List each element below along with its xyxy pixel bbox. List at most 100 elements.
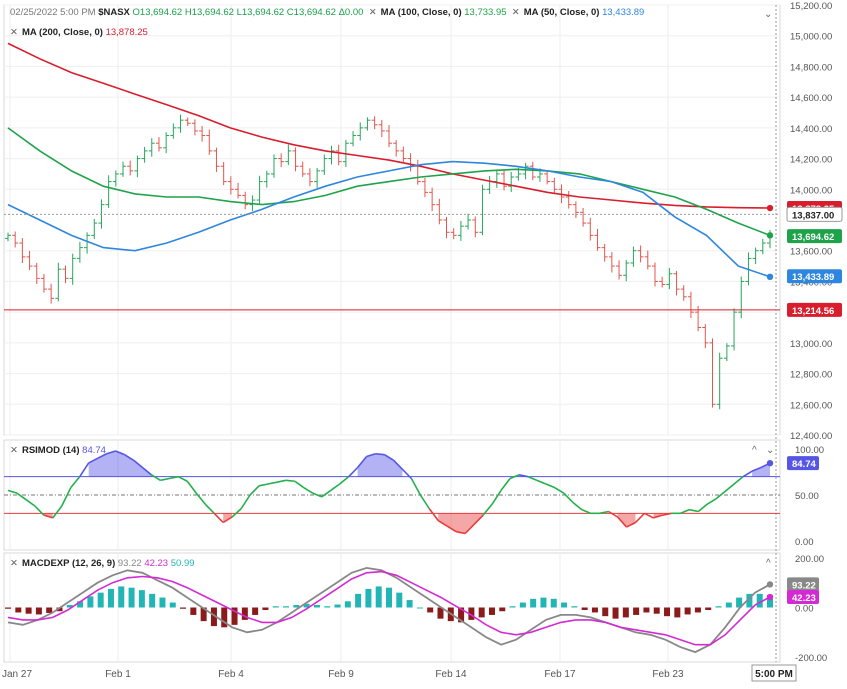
rsi-line-segment — [240, 494, 251, 510]
macd-histogram-bar — [571, 606, 578, 608]
macd-histogram-bar — [509, 606, 516, 608]
macd-histogram-bar — [746, 593, 753, 608]
rsi-line-segment — [456, 530, 466, 535]
macd-signal-line — [7, 570, 771, 646]
price-pane-collapse-chevron-icon[interactable]: ⌄ — [764, 9, 773, 20]
x-axis-tick-label: 5:00 PM — [755, 669, 793, 680]
rsi-line-segment — [132, 459, 143, 469]
macd-pane-up-chevron-icon[interactable]: ^ — [766, 558, 771, 569]
y-axis-tick-label: 13,000.00 — [790, 339, 832, 350]
rsi-line-segment — [491, 489, 502, 505]
price-tag-box — [787, 269, 842, 284]
macd-histogram-bar — [355, 593, 362, 608]
macd-histogram-bar — [56, 607, 63, 612]
remove-ma100-icon[interactable]: ✕ — [368, 7, 377, 18]
rsi-value-tag-label: 84.74 — [792, 459, 816, 470]
legend-symbol: $NASX — [98, 7, 130, 18]
legend-date: 02/25/2022 5:00 PM — [10, 7, 96, 18]
rsi-legend: ✕ RSIMOD (14) 84.74 — [10, 445, 106, 456]
x-axis-tick-label: Feb 17 — [544, 669, 576, 680]
macd-histogram-bar — [622, 607, 629, 618]
macd-histogram-bar — [272, 606, 279, 608]
macd-histogram-bar — [324, 606, 331, 608]
price-pane-frame — [3, 4, 781, 436]
rsi-y-tick-label: 100.00 — [795, 445, 824, 456]
macd-value-tag-label: 93.22 — [792, 580, 816, 591]
rsi-line-segment — [124, 453, 134, 461]
macd-histogram-bar — [540, 597, 547, 608]
macd-histogram-bar — [303, 603, 310, 608]
macd-histogram-bar — [149, 593, 156, 608]
ma50-line — [7, 160, 771, 278]
rsi-line-segment — [375, 452, 385, 456]
rsi-line-segment — [509, 474, 520, 480]
rsi-line-segment — [312, 492, 323, 498]
rsi-pane-up-chevron-icon[interactable]: ^ — [752, 445, 757, 456]
remove-rsi-icon[interactable]: ✕ — [10, 445, 18, 456]
macd-histogram-bar — [118, 586, 125, 608]
rsi-line-segment — [464, 523, 475, 535]
rsi-line-segment — [303, 486, 314, 494]
rsi-line-segment — [177, 475, 188, 482]
macd-histogram-bar — [283, 606, 290, 608]
rsi-label: RSIMOD (14) — [21, 445, 80, 456]
rsi-line-segment — [106, 450, 116, 455]
rsi-line-segment — [213, 512, 224, 524]
y-axis-tick-label: 14,200.00 — [790, 155, 832, 166]
rsi-line-segment — [437, 519, 448, 527]
rsi-line-segment — [249, 485, 260, 496]
macd-histogram-bar — [653, 607, 660, 614]
rsi-line-segment — [267, 481, 278, 485]
macd-legend: ✕ MACDEXP (12, 26, 9) 93.22 42.23 50.99 — [10, 558, 195, 569]
macd-histogram-bar — [478, 607, 485, 618]
y-axis-tick-label: 15,000.00 — [790, 32, 832, 43]
macd-histogram-bar — [87, 596, 94, 608]
remove-ma50-icon[interactable]: ✕ — [511, 7, 520, 18]
price-tag-label: 13,214.56 — [792, 306, 834, 317]
rsi-value-tag-box — [787, 456, 819, 471]
macd-value-3: 50.99 — [170, 558, 195, 569]
macd-histogram-bar — [530, 598, 537, 608]
macd-histogram-bar — [231, 607, 238, 625]
macd-histogram-bar — [159, 597, 166, 608]
macd-histogram-bar — [664, 607, 671, 617]
macd-histogram-bar — [210, 607, 217, 627]
macd-histogram-bar — [561, 602, 568, 608]
rsi-line-segment — [751, 466, 762, 472]
remove-macd-icon[interactable]: ✕ — [10, 558, 18, 569]
macd-histogram-bar — [591, 607, 598, 613]
legend-close: C13,694.62 — [286, 7, 336, 18]
macd-histogram-bar — [180, 607, 187, 609]
y-axis-tick-label: 12,600.00 — [790, 400, 832, 411]
rsi-line-segment — [384, 453, 394, 461]
price-tag-box — [787, 229, 842, 244]
macd-histogram-bar — [138, 590, 145, 608]
macd-histogram-bar — [519, 602, 526, 608]
crosshair-time-tag-box — [751, 664, 797, 682]
macd-histogram-bar — [77, 601, 84, 608]
rsi-line-segment — [473, 514, 484, 525]
rsi-oversold-fill — [617, 513, 636, 528]
macd-histogram-bar — [190, 607, 197, 615]
rsi-line-segment — [563, 492, 574, 503]
ma200-label: MA (200, Close, 0) — [21, 27, 103, 38]
legend-high: H13,694.62 — [184, 7, 234, 18]
rsi-line-segment — [715, 490, 726, 500]
rsi-line-segment — [276, 479, 287, 483]
rsi-y-tick-label: 0.00 — [795, 537, 814, 548]
rsi-line-segment — [527, 475, 538, 482]
rsi-overbought-fill — [357, 453, 403, 477]
price-tag-box — [786, 206, 843, 222]
rsi-line-segment — [742, 470, 753, 478]
rsi-line-segment — [115, 450, 125, 456]
macd-y-tick-label: -200.00 — [795, 653, 827, 664]
remove-ma200-icon[interactable]: ✕ — [10, 27, 18, 38]
ma50-label: MA (50, Close, 0) — [523, 7, 600, 18]
macd-histogram-bar — [633, 607, 640, 615]
macd-histogram-bar — [767, 594, 773, 608]
price-tag-box — [787, 302, 842, 317]
rsi-pane-down-chevron-icon[interactable]: ⌄ — [766, 445, 775, 456]
rsi-line-segment — [321, 489, 332, 498]
y-axis-tick-label: 14,800.00 — [790, 62, 832, 73]
